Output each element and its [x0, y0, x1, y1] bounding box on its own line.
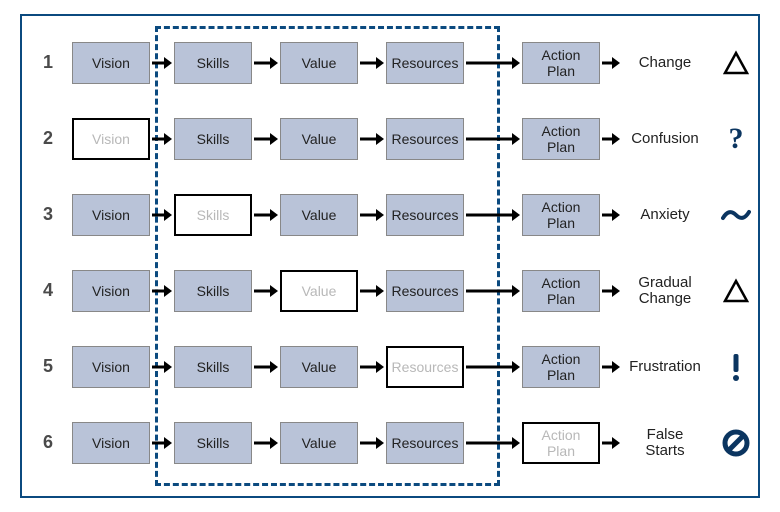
svg-text:?: ?: [729, 124, 744, 154]
element-box: Resources: [386, 42, 464, 84]
outcome-label: Anxiety: [622, 194, 708, 236]
element-box: Value: [280, 42, 358, 84]
missing-element-box: Resources: [386, 346, 464, 388]
arrow-icon: [360, 346, 384, 388]
row-number: 5: [36, 356, 60, 377]
arrow-icon: [602, 194, 620, 236]
arrow-icon: [152, 422, 172, 464]
triangle-outline-icon: [720, 270, 752, 312]
arrow-icon: [602, 270, 620, 312]
prohibit-icon: [720, 422, 752, 464]
element-box: Resources: [386, 422, 464, 464]
outcome-label: GradualChange: [622, 270, 708, 312]
arrow-icon: [254, 422, 278, 464]
row-number: 3: [36, 204, 60, 225]
element-box: Value: [280, 346, 358, 388]
element-box: ActionPlan: [522, 42, 600, 84]
arrow-icon: [602, 422, 620, 464]
arrow-icon: [602, 346, 620, 388]
diagram-row: 1 Vision Skills Value Resources ActionPla…: [0, 42, 780, 92]
missing-element-box: Skills: [174, 194, 252, 236]
arrow-icon: [602, 42, 620, 84]
arrow-icon: [152, 118, 172, 160]
row-number: 2: [36, 128, 60, 149]
arrow-icon: [152, 194, 172, 236]
missing-element-box: ActionPlan: [522, 422, 600, 464]
element-box: ActionPlan: [522, 270, 600, 312]
element-box: Skills: [174, 270, 252, 312]
arrow-icon: [152, 270, 172, 312]
row-number: 4: [36, 280, 60, 301]
arrow-icon: [254, 346, 278, 388]
arrow-icon: [466, 346, 520, 388]
arrow-icon: [466, 42, 520, 84]
element-box: Skills: [174, 118, 252, 160]
element-box: Skills: [174, 346, 252, 388]
arrow-icon: [254, 194, 278, 236]
arrow-icon: [360, 270, 384, 312]
outcome-label: Frustration: [622, 346, 708, 388]
element-box: Resources: [386, 194, 464, 236]
row-number: 6: [36, 432, 60, 453]
row-number: 1: [36, 52, 60, 73]
arrow-icon: [602, 118, 620, 160]
diagram-row: 5 Vision Skills Value Resources ActionPla…: [0, 346, 780, 396]
diagram-row: 2 Vision Skills Value Resources ActionPla…: [0, 118, 780, 168]
outcome-label: Confusion: [622, 118, 708, 160]
element-box: Value: [280, 118, 358, 160]
diagram-row: 6 Vision Skills Value Resources ActionPla…: [0, 422, 780, 472]
element-box: Value: [280, 194, 358, 236]
arrow-icon: [254, 118, 278, 160]
diagram-row: 3 Vision Skills Value Resources ActionPla…: [0, 194, 780, 244]
arrow-icon: [360, 118, 384, 160]
missing-element-box: Vision: [72, 118, 150, 160]
arrow-icon: [254, 42, 278, 84]
arrow-icon: [360, 42, 384, 84]
element-box: Vision: [72, 270, 150, 312]
triangle-outline-icon: [720, 42, 752, 84]
arrow-icon: [466, 270, 520, 312]
outcome-label: FalseStarts: [622, 422, 708, 464]
missing-element-box: Value: [280, 270, 358, 312]
outcome-label: Change: [622, 42, 708, 84]
element-box: Skills: [174, 422, 252, 464]
element-box: Resources: [386, 118, 464, 160]
element-box: Vision: [72, 42, 150, 84]
element-box: ActionPlan: [522, 346, 600, 388]
element-box: Skills: [174, 42, 252, 84]
element-box: Vision: [72, 194, 150, 236]
element-box: ActionPlan: [522, 118, 600, 160]
question-icon: ?: [720, 118, 752, 160]
diagram-row: 4 Vision Skills Value Resources ActionPla…: [0, 270, 780, 320]
arrow-icon: [360, 422, 384, 464]
element-box: Value: [280, 422, 358, 464]
exclaim-icon: [720, 346, 752, 388]
arrow-icon: [152, 42, 172, 84]
arrow-icon: [254, 270, 278, 312]
tilde-icon: [720, 194, 752, 236]
element-box: ActionPlan: [522, 194, 600, 236]
arrow-icon: [360, 194, 384, 236]
arrow-icon: [466, 422, 520, 464]
arrow-icon: [466, 118, 520, 160]
element-box: Vision: [72, 346, 150, 388]
arrow-icon: [466, 194, 520, 236]
arrow-icon: [152, 346, 172, 388]
element-box: Vision: [72, 422, 150, 464]
element-box: Resources: [386, 270, 464, 312]
